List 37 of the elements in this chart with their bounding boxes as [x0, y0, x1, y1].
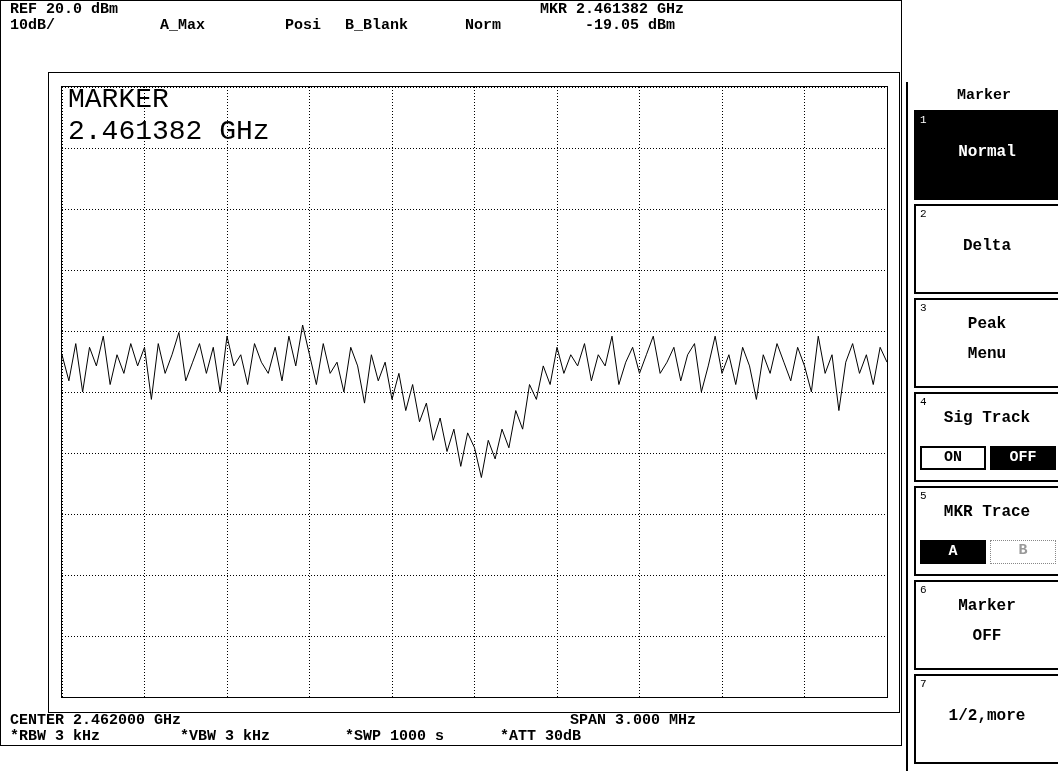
text: 2 — [920, 208, 927, 220]
text: Normal — [957, 143, 1017, 161]
text: Posi — [285, 17, 322, 34]
text: 2.461382 GHz — [68, 116, 270, 147]
text: Delta — [962, 237, 1012, 255]
text: Peak — [966, 315, 1008, 333]
text: 1/2,more — [947, 707, 1027, 725]
text: *RBW 3 kHz — [10, 728, 101, 745]
text: Sig Track — [942, 409, 1032, 427]
text: REF 20.0 dBm — [10, 1, 119, 18]
text: OFF — [990, 446, 1056, 470]
text: Norm — [465, 17, 502, 34]
text: 4 — [920, 396, 927, 408]
text: 3 — [920, 302, 927, 314]
text: -19.05 dBm — [585, 17, 676, 34]
text: A — [920, 540, 986, 564]
text: MKR 2.461382 GHz — [540, 1, 685, 18]
text: *VBW 3 kHz — [180, 728, 271, 745]
text: 6 — [920, 584, 927, 596]
text: 1 — [920, 114, 927, 126]
text: *ATT 30dB — [500, 728, 582, 745]
text: Menu — [966, 345, 1008, 363]
text: OFF — [971, 627, 1003, 645]
text: 7 — [920, 678, 927, 690]
text: 5 — [920, 490, 927, 502]
text: MARKER — [68, 84, 169, 115]
text: 10dB/ — [10, 17, 56, 34]
text: SPAN 3.000 MHz — [570, 712, 697, 729]
text: MKR Trace — [942, 503, 1032, 521]
text: Marker — [956, 86, 1012, 106]
text: ON — [920, 446, 986, 470]
text: B_Blank — [345, 17, 409, 34]
text: A_Max — [160, 17, 206, 34]
text: *SWP 1000 s — [345, 728, 445, 745]
text: CENTER 2.462000 GHz — [10, 712, 182, 729]
text: B — [990, 540, 1056, 564]
text: Marker — [957, 597, 1017, 615]
